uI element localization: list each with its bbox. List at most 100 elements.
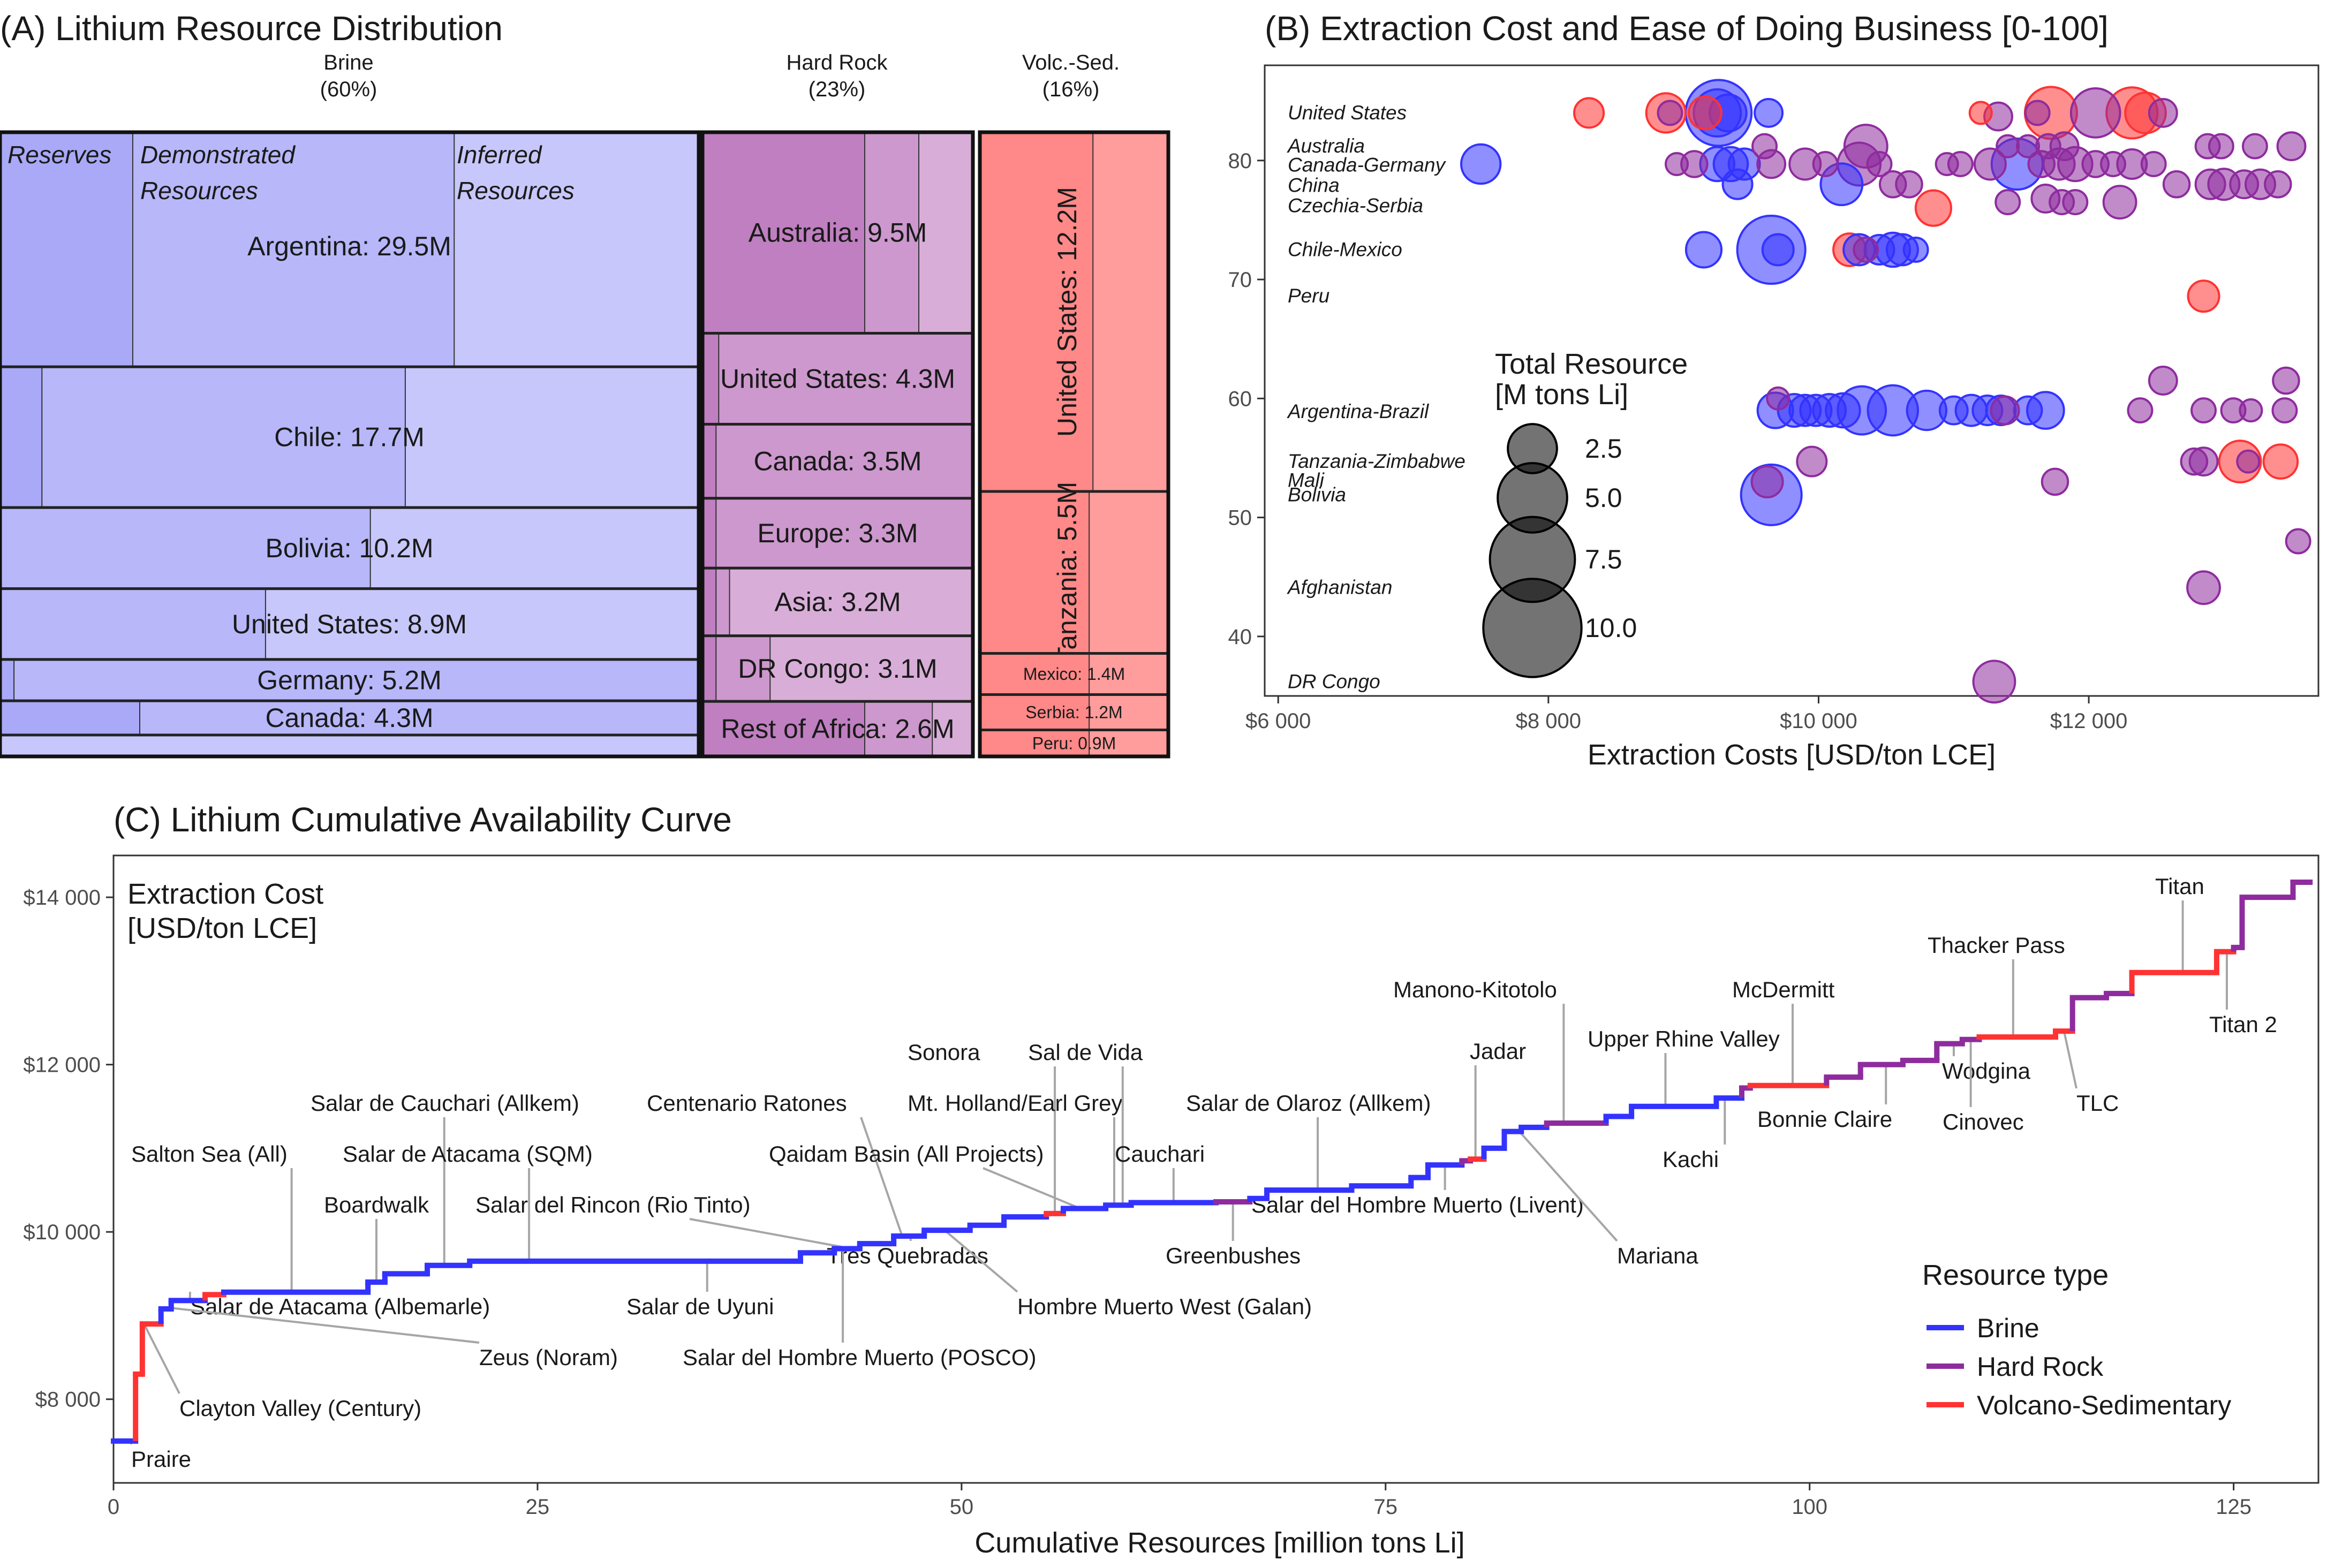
tile-label: Canada: 3.5M — [753, 446, 921, 476]
annotation-label: Titan 2 — [2209, 1012, 2277, 1037]
panel-c-title: (C) Lithium Cumulative Availability Curv… — [114, 800, 732, 839]
bubble-hard_rock — [2271, 397, 2298, 424]
size-legend: Total Resource [M tons Li] 2.5 5.0 7.5 10.0 — [1482, 348, 1688, 678]
tile-demonstrated — [0, 588, 266, 660]
size-legend-label: 5.0 — [1585, 483, 1622, 513]
tile-label: Germany: 5.2M — [257, 665, 442, 695]
annotation-label: Kachi — [1663, 1147, 1719, 1172]
bubble-brine — [1902, 237, 1929, 263]
subcat-label: Reserves — [7, 141, 111, 169]
annotation-label: Hombre Muerto West (Galan) — [1017, 1294, 1312, 1319]
bubble-hard_rock — [1657, 100, 1683, 126]
annotation-leader — [860, 1117, 903, 1237]
bubble-brine — [1761, 233, 1795, 267]
bubble-hard_rock — [1972, 660, 2016, 704]
annotation-label: Manono-Kitotolo — [1393, 977, 1557, 1002]
bubble-hard_rock — [2239, 398, 2263, 423]
tile-label: Asia: 3.2M — [774, 587, 901, 617]
bubble-hard_rock — [2272, 366, 2300, 395]
annotation-label: McDermitt — [1732, 977, 1835, 1002]
annotation-label: Salar de Atacama (SQM) — [343, 1141, 593, 1166]
bubble-hard_rock — [2285, 528, 2311, 555]
y-tick-label: $14 000 — [23, 886, 101, 910]
y-tick-label: 80 — [1228, 149, 1252, 173]
annotation-label: Sal de Vida — [1028, 1040, 1143, 1065]
bubble-hard_rock — [2194, 168, 2226, 200]
tile-label: Argentina: 29.5M — [247, 231, 451, 261]
tile-inferred — [702, 568, 973, 636]
bubble-brine — [1721, 168, 1754, 200]
bubble-volcano — [2187, 279, 2220, 313]
bubble-hard_rock — [1665, 152, 1689, 176]
country-label: Czechia-Serbia — [1288, 194, 1423, 216]
resource-type-legend: Resource type Brine Hard Rock Volcano-Sedi… — [1922, 1259, 2231, 1420]
bubble-brine — [1754, 97, 1784, 128]
bubble-hard_rock — [1751, 133, 1778, 160]
x-tick-label: $12 000 — [2050, 709, 2128, 733]
bubble-brine — [1460, 143, 1502, 185]
y-tick-label: $10 000 — [23, 1221, 101, 1244]
y-tick-label: 50 — [1228, 506, 1252, 530]
subcat-label: Resources — [457, 177, 575, 204]
bubble-hard_rock — [2102, 185, 2137, 220]
tile-label: Canada: 4.3M — [265, 703, 433, 733]
size-legend-key — [1482, 578, 1583, 678]
annotation-label: Greenbushes — [1166, 1243, 1301, 1268]
country-label: China — [1288, 174, 1340, 196]
tile-reserves — [0, 701, 140, 735]
size-legend-subtitle: [M tons Li] — [1495, 378, 1628, 411]
tile-reserves — [702, 498, 716, 569]
bubble-hard_rock — [1935, 152, 1959, 176]
annotation-label: TLC — [2076, 1090, 2119, 1116]
subcat-label: Demonstrated — [140, 141, 296, 169]
bubble-volcano — [1573, 97, 1605, 129]
country-label: Chile-Mexico — [1288, 239, 1402, 261]
bubble-hard_rock — [2276, 131, 2307, 162]
plot-c-frame — [112, 854, 2320, 1484]
subcat-label: Resources — [140, 177, 258, 204]
annotation-label: Boardwalk — [324, 1192, 429, 1217]
tile-residual — [0, 733, 700, 758]
bubble-hard_rock — [2148, 97, 2178, 128]
plot-c-ticks: 0 25 50 75 100 125 $8 000 $10 000 $12 000 $14 000 — [23, 886, 2252, 1519]
annotation-label: Salar de Olaroz (Allkem) — [1186, 1090, 1431, 1116]
tile-label: Peru: 0.9M — [1032, 733, 1116, 753]
tile-reserves — [980, 694, 1090, 730]
size-legend-label: 2.5 — [1585, 434, 1622, 464]
bubble-hard_rock — [1853, 237, 1879, 263]
group-share: (16%) — [1042, 78, 1100, 101]
country-label: DR Congo — [1288, 670, 1380, 692]
bubble-hard_rock — [2241, 133, 2268, 160]
group-border — [978, 130, 1170, 759]
panel-a: (A) Lithium Resource Distribution Brine (… — [0, 9, 1170, 759]
bubble-hard_rock — [2229, 169, 2260, 200]
country-label: Australia — [1287, 135, 1365, 157]
annotation-leader — [2062, 1031, 2077, 1089]
bubble-hard_rock — [2186, 570, 2221, 605]
bubble-hard_rock — [2190, 397, 2217, 424]
size-legend-label: 10.0 — [1585, 613, 1637, 643]
group-name: Hard Rock — [787, 51, 888, 74]
bubble-hard_rock — [2100, 151, 2126, 177]
tile-demonstrated — [702, 498, 973, 569]
y-tick-label: $8 000 — [35, 1388, 101, 1412]
panel-c: (C) Lithium Cumulative Availability Curv… — [23, 800, 2320, 1559]
tile-demonstrated — [702, 424, 973, 498]
annotation-label: Salar del Hombre Muerto (POSCO) — [683, 1345, 1037, 1370]
bubble-volcano — [1914, 189, 1952, 227]
plot-b-xlabel: Extraction Costs [USD/ton LCE] — [1588, 739, 1996, 771]
legend-label: Volcano-Sedimentary — [1977, 1390, 2231, 1420]
tile-label: United States: 4.3M — [720, 363, 955, 393]
annotation-label: Bonnie Claire — [1757, 1107, 1892, 1132]
annotation-label: Qaidam Basin (All Projects) — [769, 1141, 1044, 1166]
tile-reserves — [980, 730, 1090, 756]
annotation-label: Centenario Ratones — [647, 1090, 847, 1116]
tile-label: Bolivia: 10.2M — [265, 533, 433, 563]
annotation-leader — [1517, 1129, 1618, 1242]
annotation-label: Salar del Hombre Muerto (Livent) — [1251, 1192, 1584, 1217]
bubble-hard_rock — [2264, 170, 2292, 199]
legend-title: Resource type — [1922, 1259, 2109, 1291]
group-border — [700, 130, 975, 759]
tile-demonstrated — [0, 367, 405, 508]
